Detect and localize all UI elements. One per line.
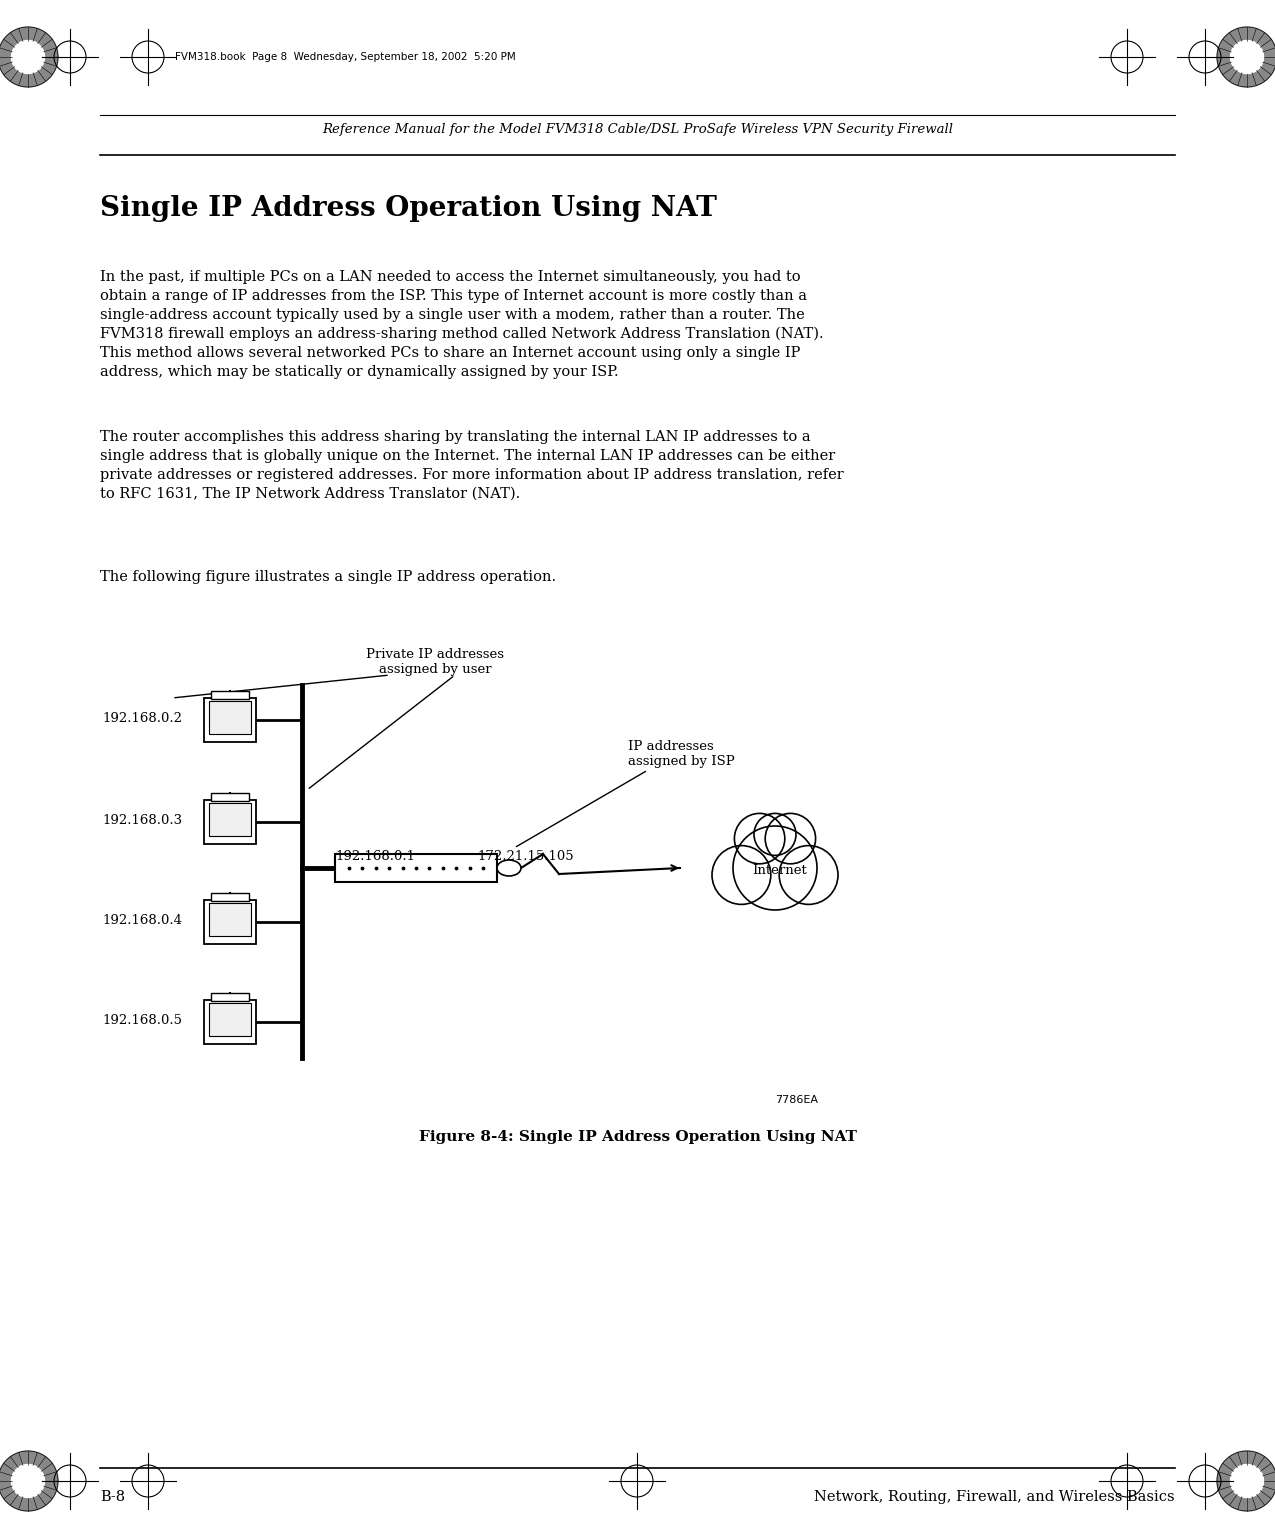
Text: 192.168.0.4: 192.168.0.4	[102, 914, 182, 926]
Circle shape	[754, 814, 796, 855]
Circle shape	[765, 814, 816, 864]
Text: Figure 8-4: Single IP Address Operation Using NAT: Figure 8-4: Single IP Address Operation …	[418, 1130, 857, 1144]
Text: Network, Routing, Firewall, and Wireless Basics: Network, Routing, Firewall, and Wireless…	[815, 1490, 1176, 1504]
FancyBboxPatch shape	[204, 800, 256, 844]
Text: The following figure illustrates a single IP address operation.: The following figure illustrates a singl…	[99, 571, 556, 584]
FancyBboxPatch shape	[210, 794, 249, 801]
FancyBboxPatch shape	[204, 1000, 256, 1044]
Polygon shape	[11, 1464, 45, 1498]
Polygon shape	[0, 1450, 57, 1510]
Text: 192.168.0.2: 192.168.0.2	[102, 712, 182, 724]
Polygon shape	[1218, 1450, 1275, 1510]
FancyBboxPatch shape	[210, 994, 249, 1001]
Text: 172.21.15.105: 172.21.15.105	[477, 851, 574, 863]
Circle shape	[779, 846, 838, 904]
Text: In the past, if multiple PCs on a LAN needed to access the Internet simultaneous: In the past, if multiple PCs on a LAN ne…	[99, 271, 824, 380]
Text: 192.168.0.5: 192.168.0.5	[102, 1014, 182, 1026]
FancyBboxPatch shape	[209, 803, 251, 835]
Circle shape	[734, 814, 785, 864]
FancyBboxPatch shape	[335, 854, 497, 881]
Polygon shape	[1218, 28, 1275, 88]
Ellipse shape	[497, 860, 521, 877]
Text: Single IP Address Operation Using NAT: Single IP Address Operation Using NAT	[99, 195, 717, 221]
Text: Internet: Internet	[752, 864, 807, 878]
Polygon shape	[11, 40, 45, 74]
FancyBboxPatch shape	[209, 700, 251, 734]
FancyBboxPatch shape	[210, 894, 249, 901]
Text: 7786EA: 7786EA	[775, 1095, 819, 1104]
Text: B-8: B-8	[99, 1490, 125, 1504]
Text: 192.168.0.1: 192.168.0.1	[335, 851, 414, 863]
Text: 192.168.0.3: 192.168.0.3	[102, 814, 182, 826]
Text: IP addresses
assigned by ISP: IP addresses assigned by ISP	[629, 740, 734, 767]
Text: FVM318.book  Page 8  Wednesday, September 18, 2002  5:20 PM: FVM318.book Page 8 Wednesday, September …	[175, 52, 516, 62]
Circle shape	[711, 846, 771, 904]
Text: Private IP addresses
assigned by user: Private IP addresses assigned by user	[366, 647, 504, 677]
Circle shape	[733, 826, 817, 910]
FancyBboxPatch shape	[204, 698, 256, 741]
Polygon shape	[1230, 1464, 1264, 1498]
Text: The router accomplishes this address sharing by translating the internal LAN IP : The router accomplishes this address sha…	[99, 431, 844, 501]
Polygon shape	[1230, 40, 1264, 74]
Text: Reference Manual for the Model FVM318 Cable/DSL ProSafe Wireless VPN Security Fi: Reference Manual for the Model FVM318 Ca…	[323, 123, 952, 137]
FancyBboxPatch shape	[209, 1003, 251, 1035]
FancyBboxPatch shape	[209, 903, 251, 935]
Polygon shape	[0, 28, 57, 88]
FancyBboxPatch shape	[210, 691, 249, 698]
FancyBboxPatch shape	[204, 900, 256, 944]
